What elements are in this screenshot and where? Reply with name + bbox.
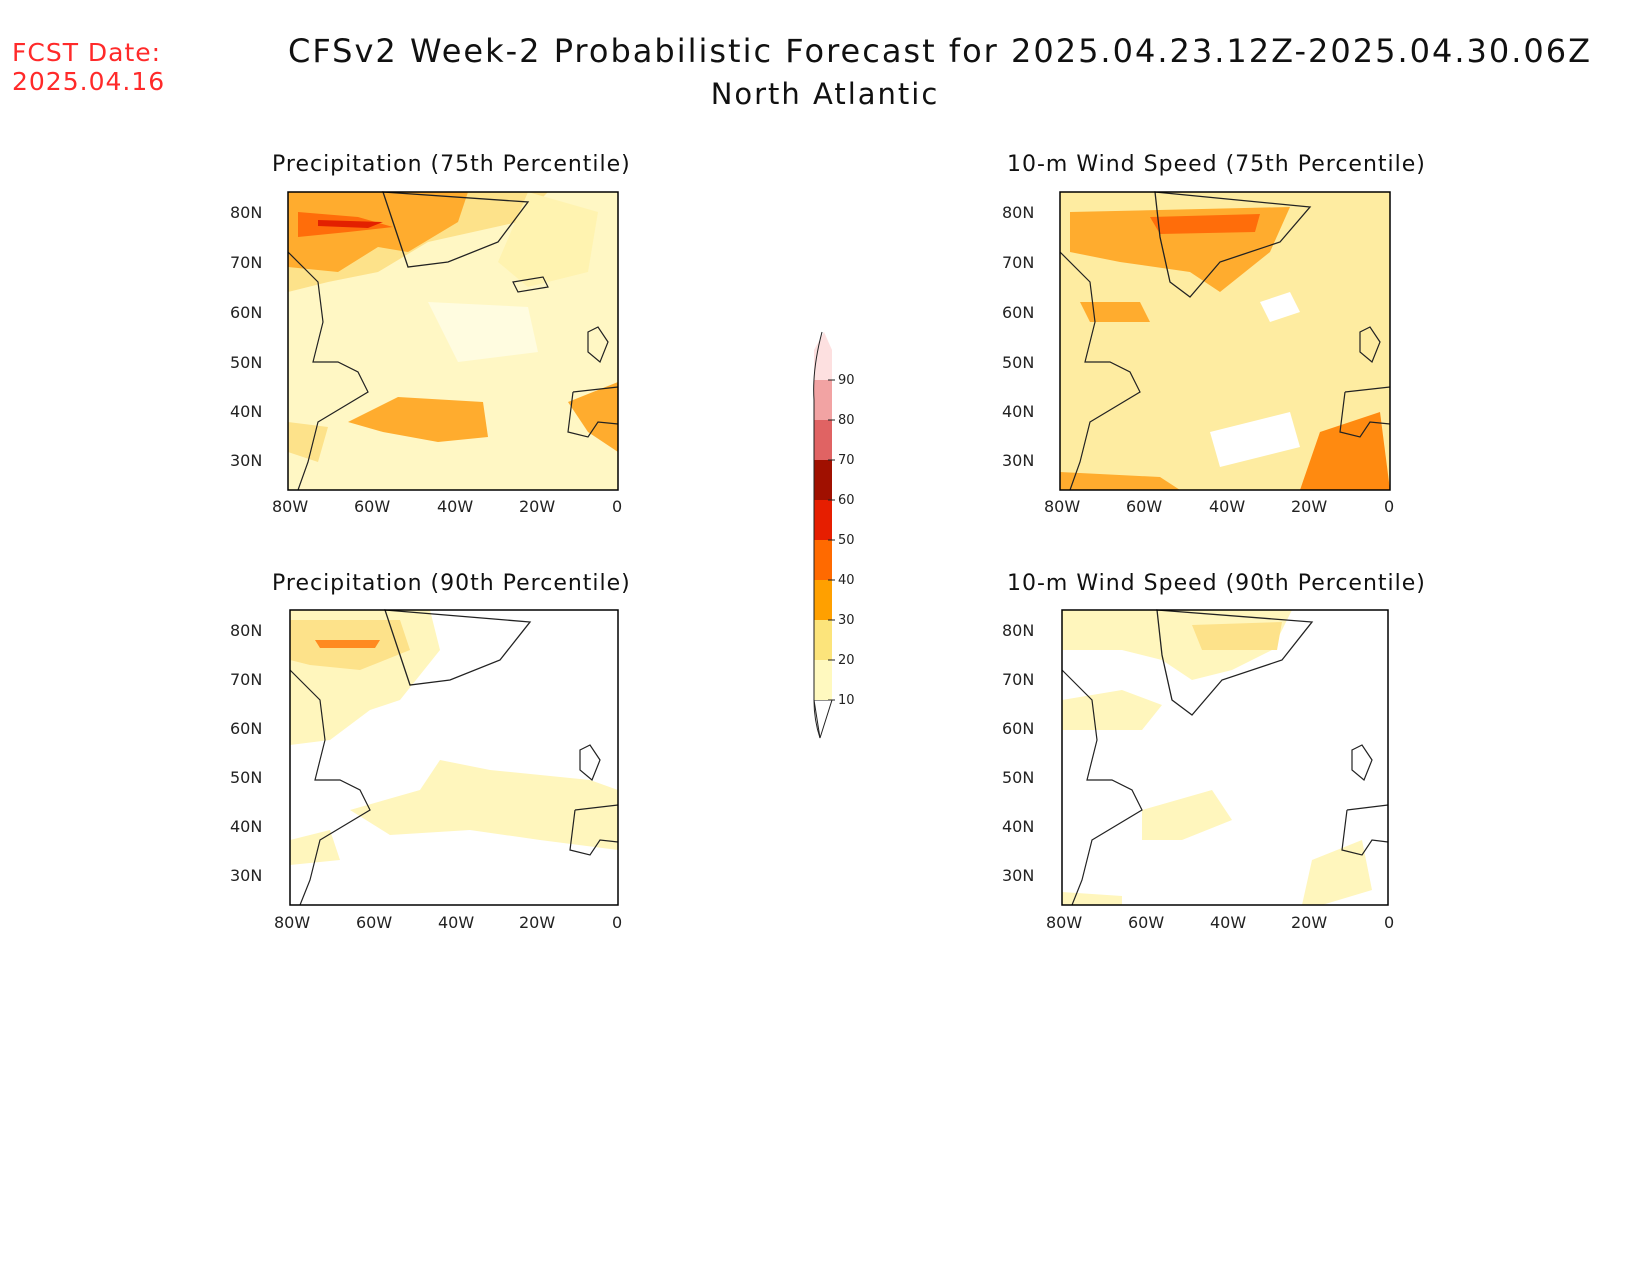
lat-labels-precip75: 80N 70N 60N 50N 40N 30N (230, 203, 262, 470)
lat-labels-wind75: 80N 70N 60N 50N 40N 30N (1002, 203, 1034, 470)
lon-label: 20W (1291, 497, 1327, 516)
lat-label: 30N (230, 451, 262, 470)
lat-label: 40N (1002, 817, 1034, 836)
lat-label: 60N (1002, 303, 1034, 322)
lon-label: 60W (1126, 497, 1162, 516)
page-title-text: CFSv2 Week-2 Probabilistic Forecast for … (287, 32, 1593, 70)
lat-labels-precip90: 80N 70N 60N 50N 40N 30N (230, 621, 262, 885)
lon-label: 20W (519, 913, 555, 932)
colorbar-swatch (814, 620, 832, 660)
lon-label: 0 (1384, 913, 1394, 932)
lon-label: 0 (612, 497, 622, 516)
lat-label: 50N (230, 353, 262, 372)
lon-label: 60W (1128, 913, 1164, 932)
lat-label: 40N (1002, 402, 1034, 421)
panel-title-precip90: Precipitation (90th Percentile) (272, 571, 631, 596)
panel-title-precip75: Precipitation (75th Percentile) (272, 152, 631, 177)
lat-label: 60N (230, 719, 262, 738)
lon-label: 40W (1210, 913, 1246, 932)
colorbar-tick-label: 60 (838, 493, 855, 508)
colorbar-tick-label: 90 (838, 373, 855, 388)
map-precip75: 80N 70N 60N 50N 40N 30N 80W 60W 40W 20W … (230, 191, 622, 516)
lat-label: 70N (230, 253, 262, 272)
lat-label: 30N (1002, 451, 1034, 470)
lon-label: 60W (356, 913, 392, 932)
lat-label: 50N (1002, 353, 1034, 372)
colorbar-tick-label: 30 (838, 613, 855, 628)
lon-label: 0 (612, 913, 622, 932)
lon-label: 40W (1209, 497, 1245, 516)
lon-labels-precip90: 80W 60W 40W 20W 0 (274, 913, 622, 932)
page-title: CFSv2 Week-2 Probabilistic Forecast for … (0, 32, 1650, 70)
lat-labels-wind90: 80N 70N 60N 50N 40N 30N (1002, 621, 1034, 885)
colorbar-tick-label: 10 (838, 693, 855, 708)
colorbar-swatch (814, 420, 832, 460)
colorbar-tick-label: 50 (838, 533, 855, 548)
lon-label: 80W (274, 913, 310, 932)
lon-labels-wind90: 80W 60W 40W 20W 0 (1046, 913, 1394, 932)
lat-label: 80N (1002, 203, 1034, 222)
lat-label: 50N (1002, 768, 1034, 787)
region-subtitle: North Atlantic (710, 77, 940, 111)
colorbar-outline (813, 331, 823, 739)
lon-label: 0 (1384, 497, 1394, 516)
colorbar-swatch (814, 660, 832, 700)
colorbar: 10 20 30 40 50 60 70 80 90 (813, 331, 855, 739)
lon-label: 20W (1291, 913, 1327, 932)
panel-title-wind90: 10-m Wind Speed (90th Percentile) (1007, 571, 1426, 596)
lon-labels-wind75: 80W 60W 40W 20W 0 (1044, 497, 1394, 516)
forecast-date-block: FCST Date: 2025.04.16 (12, 38, 165, 96)
colorbar-tick-label: 80 (838, 413, 855, 428)
lon-label: 40W (438, 913, 474, 932)
colorbar-swatch (814, 540, 832, 580)
lat-label: 50N (230, 768, 262, 787)
map-wind90: 80N 70N 60N 50N 40N 30N 80W 60W 40W 20W … (1002, 609, 1394, 932)
lat-label: 70N (230, 670, 262, 689)
lat-label: 60N (230, 303, 262, 322)
forecast-date-label: FCST Date: (12, 38, 162, 67)
lat-label: 80N (1002, 621, 1034, 640)
lon-label: 80W (272, 497, 308, 516)
lat-label: 70N (1002, 670, 1034, 689)
lat-label: 30N (1002, 866, 1034, 885)
lon-label: 40W (437, 497, 473, 516)
lat-label: 80N (230, 203, 262, 222)
colorbar-swatch (814, 500, 832, 540)
lon-label: 80W (1044, 497, 1080, 516)
map-precip90: 80N 70N 60N 50N 40N 30N 80W 60W 40W 20W … (230, 609, 622, 932)
colorbar-tick-label: 20 (838, 653, 855, 668)
panel-title-wind75: 10-m Wind Speed (75th Percentile) (1007, 152, 1426, 177)
lat-label: 40N (230, 402, 262, 421)
forecast-date-value: 2025.04.16 (12, 67, 166, 96)
lon-labels-precip75: 80W 60W 40W 20W 0 (272, 497, 622, 516)
colorbar-lower-end (813, 699, 833, 739)
lat-label: 80N (230, 621, 262, 640)
lon-label: 20W (519, 497, 555, 516)
lon-label: 60W (354, 497, 390, 516)
lon-label: 80W (1046, 913, 1082, 932)
lat-label: 30N (230, 866, 262, 885)
colorbar-swatch (814, 460, 832, 500)
lat-label: 70N (1002, 253, 1034, 272)
colorbar-swatch (814, 380, 832, 420)
colorbar-tick-label: 70 (838, 453, 855, 468)
colorbar-swatch (814, 580, 832, 620)
lat-label: 60N (1002, 719, 1034, 738)
map-wind75: 80N 70N 60N 50N 40N 30N 80W 60W 40W 20W … (1002, 191, 1394, 516)
lat-label: 40N (230, 817, 262, 836)
colorbar-tick-label: 40 (838, 573, 855, 588)
colorbar-upper-end (814, 332, 832, 380)
